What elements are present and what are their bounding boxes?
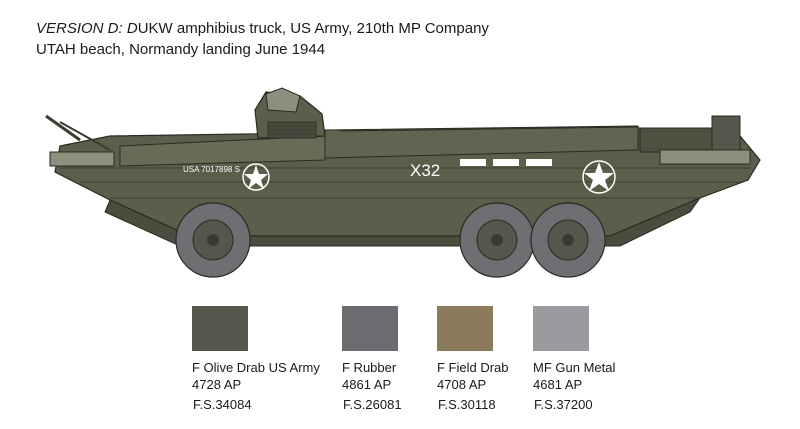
front-winch [45, 114, 115, 167]
swatch-name: F Olive Drab US Army [192, 360, 320, 375]
swatch-fs-number: F.S.37200 [534, 397, 593, 412]
color-swatch-card: MF Gun Metal 4681 AP F.S.37200 [533, 306, 615, 413]
hull-markings: USA 7017898 S X32 [183, 159, 616, 194]
unit-marking: X32 [410, 161, 440, 180]
star-insignia-rear [582, 160, 616, 194]
middle-wheel [459, 202, 535, 278]
white-stripe [526, 159, 552, 166]
swatch-code: 4681 AP [533, 377, 583, 392]
color-swatch-card: F Field Drab 4708 AP F.S.30118 [437, 306, 509, 413]
cab [254, 87, 326, 139]
swatch-fs-number: F.S.30118 [438, 397, 496, 412]
color-swatch [342, 306, 398, 351]
color-swatch [437, 306, 493, 351]
swatch-name: MF Gun Metal [533, 360, 616, 375]
color-swatch [192, 306, 248, 351]
swatch-fs-number: F.S.34084 [193, 397, 252, 412]
title-line-1: VERSION D: DUKW amphibius truck, US Army… [36, 18, 489, 39]
vehicle-serial-number: USA 7017898 S [183, 165, 240, 174]
instruction-title: VERSION D: DUKW amphibius truck, US Army… [36, 18, 489, 60]
swatch-name: F Rubber [342, 360, 397, 375]
swatch-code: 4708 AP [437, 377, 487, 392]
color-swatch-card: F Rubber 4861 AP F.S.26081 [342, 306, 402, 413]
swatch-code: 4728 AP [192, 377, 242, 392]
color-swatch-card: F Olive Drab US Army 4728 AP F.S.34084 [192, 306, 320, 413]
title-version-label: VERSION D: D [36, 20, 138, 37]
swatch-code: 4861 AP [342, 377, 392, 392]
title-vehicle-description: UKW amphibius truck, US Army, 210th MP C… [137, 20, 489, 37]
white-stripe [460, 159, 486, 166]
title-line-2: UTAH beach, Normandy landing June 1944 [36, 41, 326, 58]
rear-equipment [639, 115, 751, 165]
white-stripe [493, 159, 519, 166]
swatch-fs-number: F.S.26081 [343, 397, 402, 412]
star-insignia-front [242, 163, 270, 191]
rear-wheel [530, 202, 606, 278]
color-swatch [533, 306, 589, 351]
front-wheel [175, 202, 251, 278]
swatch-name: F Field Drab [437, 360, 509, 375]
